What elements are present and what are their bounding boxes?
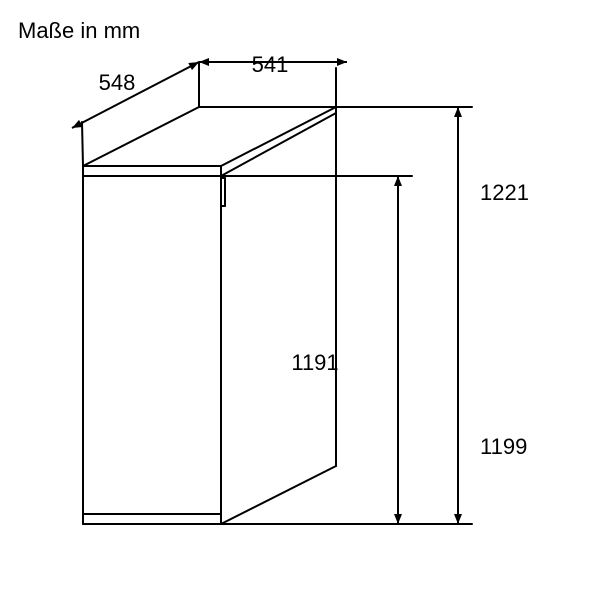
- dimension-drawing: 548 541 1221 1199 1191: [0, 0, 600, 600]
- dim-width: 541: [252, 52, 289, 77]
- dim-height-body: 1199: [480, 434, 527, 459]
- title: Maße in mm: [18, 18, 140, 44]
- dim-height-door: 1191: [291, 350, 338, 375]
- dim-depth: 548: [99, 70, 136, 95]
- dim-height-total: 1221: [480, 180, 529, 205]
